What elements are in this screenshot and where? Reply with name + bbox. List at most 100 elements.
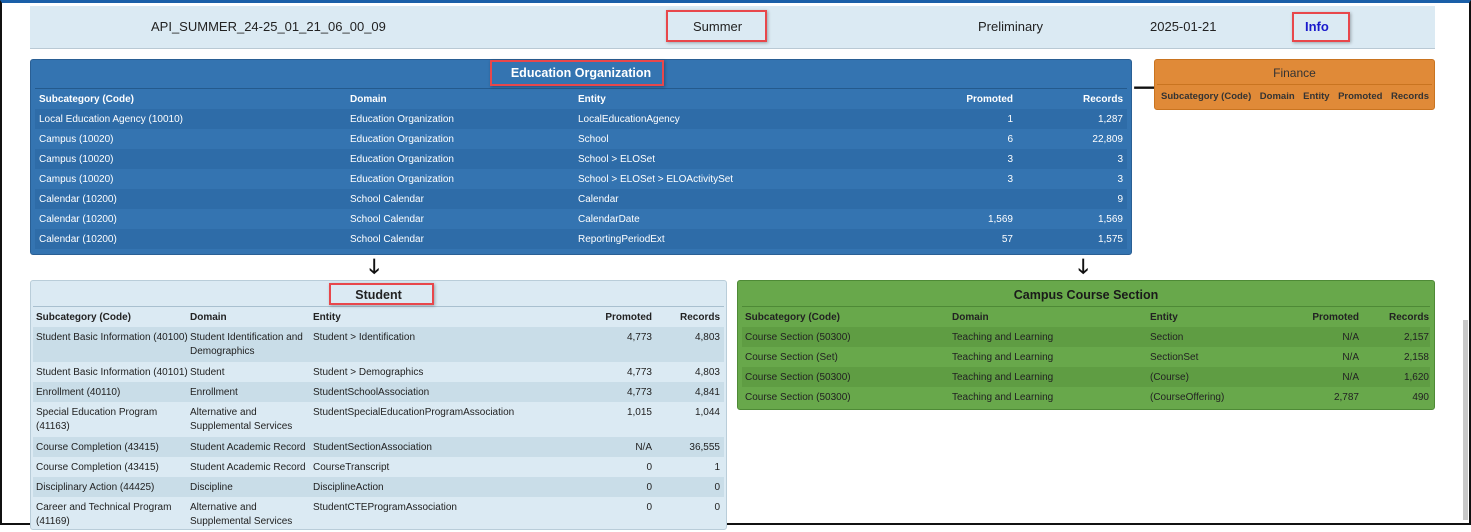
cell-promoted: 4,773: [626, 387, 652, 398]
highlight-summer: [666, 10, 767, 42]
cell-domain: Student Identification and Demographics: [190, 332, 303, 357]
cell-entity: Student > Demographics: [313, 367, 424, 378]
panel-title: Education Organization: [510, 66, 652, 80]
submission-type: Summer: [693, 19, 743, 34]
column-header-subcategory: Subcategory (Code): [39, 94, 135, 105]
cell-records: 1,575: [1097, 234, 1123, 245]
table-row: Student Basic Information (40100) Student…: [33, 327, 724, 362]
cell-entity: SectionSet: [1150, 352, 1199, 363]
column-header-subcategory: Subcategory (Code): [36, 312, 132, 323]
cell-records: 2,158: [1403, 352, 1429, 363]
highlight-student: [329, 283, 434, 305]
cell-domain: Teaching and Learning: [952, 352, 1054, 363]
cell-subcategory: Disciplinary Action (44425): [36, 482, 155, 493]
col-subcategory: Subcategory (Code): [1161, 91, 1252, 102]
cell-promoted: 1: [1007, 114, 1013, 125]
cell-subcategory: Campus (10020): [39, 174, 114, 185]
cell-records: 0: [714, 502, 720, 513]
cell-promoted: 4,773: [626, 332, 652, 343]
cell-promoted: 0: [646, 462, 652, 473]
table-row: Local Education Agency (10010) Education …: [35, 109, 1127, 129]
cell-records: 36,555: [689, 442, 720, 453]
cell-promoted: N/A: [1342, 372, 1359, 383]
cell-records: 490: [1412, 392, 1429, 403]
cell-domain: Student Academic Record: [190, 442, 306, 453]
student-panel: Student Subcategory (Code) Domain Entity Pr…: [30, 280, 727, 530]
column-header-records: Records: [1082, 94, 1123, 105]
cell-records: 4,803: [694, 367, 720, 378]
cell-records: 1,044: [694, 407, 720, 418]
cell-subcategory: Local Education Agency (10010): [39, 114, 183, 125]
cell-domain: Alternative and Supplemental Services: [190, 407, 293, 432]
table-row: Course Section (50300) Teaching and Learn…: [742, 327, 1430, 347]
cell-subcategory: Student Basic Information (40101): [36, 367, 188, 378]
cell-records: 3: [1117, 154, 1123, 165]
cell-subcategory: Course Section (50300): [745, 332, 851, 343]
campus-course-section-table: Subcategory (Code) Domain Entity Promoted Re…: [742, 306, 1430, 407]
panel-title: Student: [355, 288, 402, 302]
cell-entity: School: [578, 134, 609, 145]
cell-domain: Discipline: [190, 482, 233, 493]
table-row: Campus (10020) Education Organization Scho…: [35, 169, 1127, 189]
cell-records: 4,803: [694, 332, 720, 343]
cell-records: 3: [1117, 174, 1123, 185]
cell-promoted: 2,787: [1333, 392, 1359, 403]
arrow-down-icon: 🡓: [1078, 256, 1089, 278]
cell-entity: Student > Identification: [313, 332, 416, 343]
cell-records: 1,620: [1403, 372, 1429, 383]
cell-subcategory: Course Completion (43415): [36, 442, 159, 453]
cell-subcategory: Special Education Program (41163): [36, 407, 158, 432]
table-row: Student Basic Information (40101) Student…: [33, 362, 724, 382]
student-table: Subcategory (Code) Domain Entity Promoted Re…: [33, 306, 724, 532]
cell-records: 2,157: [1403, 332, 1429, 343]
cell-subcategory: Campus (10020): [39, 134, 114, 145]
table-row: Disciplinary Action (44425) Discipline Dis…: [33, 477, 724, 497]
column-header-entity: Entity: [1150, 312, 1178, 323]
cell-entity: LocalEducationAgency: [578, 114, 680, 125]
cell-subcategory: Campus (10020): [39, 154, 114, 165]
cell-promoted: 4,773: [626, 367, 652, 378]
cell-entity: StudentSectionAssociation: [313, 442, 432, 453]
table-header-row: Subcategory (Code) Domain Entity Promoted Re…: [33, 307, 724, 327]
scrollbar[interactable]: [1463, 320, 1468, 520]
column-header-subcategory: Subcategory (Code): [745, 312, 841, 323]
cell-domain: Teaching and Learning: [952, 372, 1054, 383]
cell-entity: ReportingPeriodExt: [578, 234, 665, 245]
cell-domain: School Calendar: [350, 194, 424, 205]
table-row: Course Completion (43415) Student Academi…: [33, 437, 724, 457]
cell-entity: StudentSpecialEducationProgramAssociatio…: [313, 407, 515, 418]
cell-promoted: 0: [646, 482, 652, 493]
col-records: Records: [1390, 91, 1429, 102]
cell-entity: School > ELOSet: [578, 154, 655, 165]
cell-promoted: 6: [1007, 134, 1013, 145]
column-header-entity: Entity: [578, 94, 606, 105]
finance-header: Subcategory (Code) Domain Entity Promote…: [1157, 84, 1432, 102]
column-header-domain: Domain: [952, 312, 989, 323]
cell-promoted: 1,569: [987, 214, 1013, 225]
panel-title: Campus Course Section: [1013, 288, 1159, 302]
table-row: Course Section (50300) Teaching and Learn…: [742, 387, 1430, 407]
cell-domain: School Calendar: [350, 214, 424, 225]
table-row: Campus (10020) Education Organization Scho…: [35, 149, 1127, 169]
column-header-records: Records: [679, 312, 720, 323]
column-header-promoted: Promoted: [605, 312, 652, 323]
cell-subcategory: Career and Technical Program (41169): [36, 502, 172, 527]
date: 2025-01-21: [1150, 19, 1217, 34]
info-link[interactable]: Info: [1305, 19, 1329, 34]
column-header-promoted: Promoted: [1312, 312, 1359, 323]
cell-domain: School Calendar: [350, 234, 424, 245]
file-name: API_SUMMER_24-25_01_21_06_00_09: [151, 19, 386, 34]
cell-domain: Enrollment: [190, 387, 238, 398]
column-header-promoted: Promoted: [966, 94, 1013, 105]
panel-title: Finance: [1273, 66, 1316, 80]
cell-domain: Student Academic Record: [190, 462, 306, 473]
cell-domain: Education Organization: [350, 174, 454, 185]
cell-promoted: N/A: [1342, 332, 1359, 343]
finance-panel: Finance Subcategory (Code) Domain Entity…: [1154, 59, 1435, 110]
cell-entity: StudentCTEProgramAssociation: [313, 502, 457, 513]
cell-domain: Education Organization: [350, 134, 454, 145]
table-row: Course Section (Set) Teaching and Learnin…: [742, 347, 1430, 367]
cell-records: 1: [714, 462, 720, 473]
cell-entity: StudentSchoolAssociation: [313, 387, 430, 398]
cell-records: 4,841: [694, 387, 720, 398]
